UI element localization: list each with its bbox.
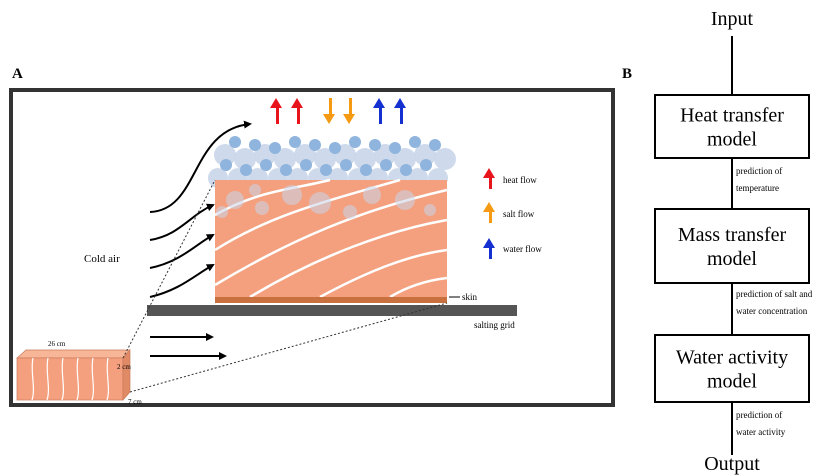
air-bubble: [434, 148, 456, 170]
panel-frame: [9, 88, 615, 407]
prediction-label: prediction of salt and: [736, 289, 813, 299]
flow-arrows: [270, 98, 406, 124]
output-label: Output: [704, 453, 760, 475]
prediction-label: temperature: [736, 183, 779, 193]
air-bubble: [274, 148, 296, 170]
water-bubble: [369, 139, 381, 151]
model-label: Heat transfer: [680, 105, 784, 127]
water-bubble: [340, 159, 352, 171]
skin-layer: [215, 297, 447, 303]
water-bubble: [320, 164, 332, 176]
water-bubble: [420, 159, 432, 171]
model-label: model: [707, 371, 757, 393]
water-bubble: [289, 136, 301, 148]
water-bubble: [300, 159, 312, 171]
inner-bubble: [343, 205, 357, 219]
salmon-slab: [16, 349, 131, 401]
water-bubble: [309, 139, 321, 151]
air-bubble: [234, 148, 256, 170]
input-label: Input: [711, 8, 754, 30]
water-bubble: [360, 164, 372, 176]
model-box: [654, 208, 810, 284]
water-bubble: [349, 136, 361, 148]
water-bubble: [389, 142, 401, 154]
zoom-lines: [122, 179, 448, 393]
air-bubble: [394, 148, 416, 170]
air-bubble: [414, 144, 436, 166]
water-bubble: [240, 164, 252, 176]
model-label: model: [707, 129, 757, 151]
legend-arrow: [483, 202, 495, 223]
water-bubble: [409, 136, 421, 148]
inner-bubbles: [216, 184, 436, 219]
salting-grid: [147, 305, 517, 316]
inner-bubble: [216, 206, 228, 218]
inner-bubble: [255, 201, 269, 215]
prediction-label: water concentration: [736, 306, 808, 316]
water-bubble: [229, 136, 241, 148]
water-bubble: [249, 139, 261, 151]
prediction-label: prediction of: [736, 166, 782, 176]
grid-label: salting grid: [474, 320, 515, 330]
water-bubble: [260, 159, 272, 171]
model-label: Water activity: [676, 347, 788, 369]
air-arrows: [149, 120, 252, 360]
water-bubble: [220, 159, 232, 171]
dimension-label: 2 cm: [117, 363, 131, 371]
prediction-label: prediction of: [736, 410, 782, 420]
inner-bubble: [395, 190, 415, 210]
panel-label: B: [622, 66, 632, 82]
inner-bubble: [424, 204, 436, 216]
legend-arrow: [483, 238, 495, 259]
air-bubble: [214, 144, 236, 166]
inner-bubble: [249, 184, 261, 196]
water-bubble: [280, 164, 292, 176]
dimension-label: 26 cm: [48, 340, 66, 348]
model-box: [654, 334, 810, 403]
water-bubble: [429, 139, 441, 151]
legend-label: salt flow: [503, 209, 535, 219]
water-bubble: [329, 142, 341, 154]
model-box: [654, 94, 810, 159]
inner-bubble: [363, 186, 381, 204]
legend-label: heat flow: [503, 175, 537, 185]
prediction-label: water activity: [736, 427, 786, 437]
inner-bubble: [282, 185, 302, 205]
inner-bubble: [226, 191, 244, 209]
air-bubble: [294, 144, 316, 166]
panel-label: A: [12, 66, 23, 82]
water-bubble: [380, 159, 392, 171]
air-bubble: [354, 148, 376, 170]
dimension-label: 7 cm: [128, 398, 142, 406]
water-bubble: [400, 164, 412, 176]
skin-label: skin: [462, 292, 478, 302]
air-bubble: [314, 148, 336, 170]
model-label: Mass transfer: [678, 224, 787, 246]
inner-bubble: [309, 192, 331, 214]
cold-air-label: Cold air: [84, 253, 120, 265]
legend-arrow: [483, 168, 495, 189]
water-bubble: [269, 142, 281, 154]
legend-label: water flow: [503, 244, 542, 254]
model-label: model: [707, 248, 757, 270]
